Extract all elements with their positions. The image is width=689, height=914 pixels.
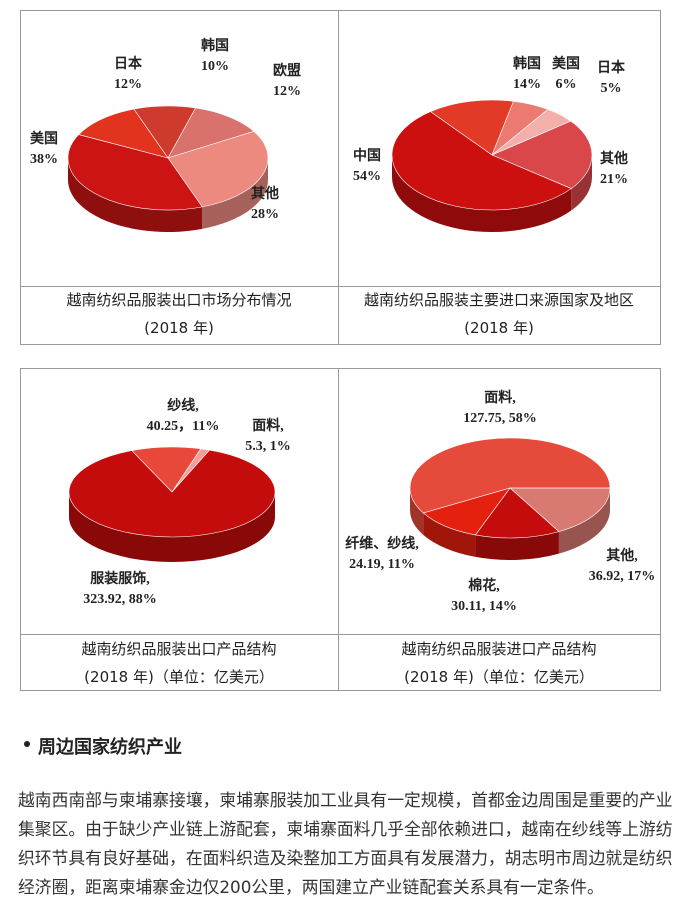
pie-slice	[78, 108, 169, 159]
pie-slice-side	[202, 158, 268, 229]
pie-slice	[167, 131, 269, 208]
section-heading: 周边国家纺织产业	[38, 737, 182, 758]
slice-value-label: 30.11, 14%	[451, 599, 517, 614]
slice-value-label: 54%	[353, 169, 381, 184]
slice-label: 美国	[30, 130, 58, 147]
slice-label: 中国	[353, 147, 381, 164]
chart-caption: 越南纺织品服装主要进口来源国家及地区	[364, 291, 634, 309]
slice-value-label: 28%	[251, 207, 279, 222]
pie-slice-side	[410, 488, 424, 535]
chart-grid: 韩国 10% 欧盟 12% 其他 28% 美国 38% 日本 12% 越南纺织品服装出口市场分布情况…	[20, 10, 661, 691]
pie-slice-side	[392, 155, 572, 233]
chart-caption-sub: (2018 年)	[464, 319, 534, 337]
slice-label: 棉花,	[468, 577, 500, 594]
slice-value-label: 127.75, 58%	[463, 411, 537, 426]
pie-slice	[391, 111, 572, 211]
pie-slice	[474, 487, 560, 539]
slice-value-label: 24.19, 11%	[349, 557, 415, 572]
slice-value-label: 323.92, 88%	[83, 592, 157, 607]
slice-value-label: 14%	[513, 77, 541, 92]
chart-caption: 越南纺织品服装出口市场分布情况	[66, 291, 291, 309]
pie-slice	[67, 134, 203, 211]
table-borders	[20, 10, 661, 691]
pie-slice-side	[68, 158, 203, 233]
slice-label: 其他,	[606, 547, 638, 564]
slice-label: 欧盟	[273, 62, 301, 79]
chart-caption-sub: (2018 年)（单位：亿美元）	[84, 668, 274, 686]
paragraph: 越南西南部与柬埔寨接壤，柬埔寨服装加工业具有一定规模，首都金边周围是重要的产业集…	[18, 790, 673, 897]
pie-slice	[409, 437, 611, 514]
chart-caption: 越南纺织品服装出口产品结构	[81, 640, 276, 658]
slice-label: 日本	[597, 59, 626, 76]
slice-value-label: 10%	[201, 59, 229, 74]
slice-value-label: 5%	[601, 81, 622, 96]
slice-value-label: 38%	[30, 152, 58, 167]
slice-label: 韩国	[513, 55, 541, 72]
slice-value-label: 36.92, 17%	[589, 569, 656, 584]
pie-slice	[429, 99, 514, 156]
pie-slice	[167, 107, 255, 159]
slice-value-label: 5.3, 1%	[245, 439, 291, 454]
slice-label: 服装服饰,	[90, 570, 150, 587]
slice-label: 面料,	[484, 389, 516, 406]
pie-slice	[131, 446, 202, 493]
slice-label: 日本	[114, 55, 143, 72]
pie-slice-side	[475, 531, 559, 560]
pie-slice-side	[558, 488, 610, 554]
chart-caption: 越南纺织品服装进口产品结构	[401, 640, 596, 658]
slice-label: 纱线,	[167, 397, 199, 414]
pie-slice-side	[423, 513, 476, 557]
slice-value-label: 40.25，11%	[147, 419, 220, 434]
pie-slice	[422, 487, 511, 536]
chart-caption-sub: (2018 年)	[144, 319, 214, 337]
slice-label: 面料,	[252, 417, 284, 434]
pie-slice	[491, 120, 593, 189]
pie-slice	[509, 487, 611, 532]
slice-label: 其他	[600, 150, 628, 167]
slice-value-label: 6%	[556, 77, 577, 92]
slice-label: 纤维、纱线,	[345, 535, 419, 552]
bullet	[24, 741, 30, 747]
slice-label: 其他	[251, 185, 279, 202]
pie-slice-side	[69, 492, 275, 562]
slice-value-label: 21%	[600, 172, 628, 187]
slice-value-label: 12%	[273, 84, 301, 99]
slice-value-label: 12%	[114, 77, 142, 92]
slice-label: 韩国	[201, 37, 229, 54]
pie-slice	[68, 449, 276, 538]
slice-label: 美国	[552, 55, 580, 72]
chart-caption-sub: (2018 年)（单位：亿美元）	[404, 668, 594, 686]
pie-slice-side	[571, 155, 592, 211]
